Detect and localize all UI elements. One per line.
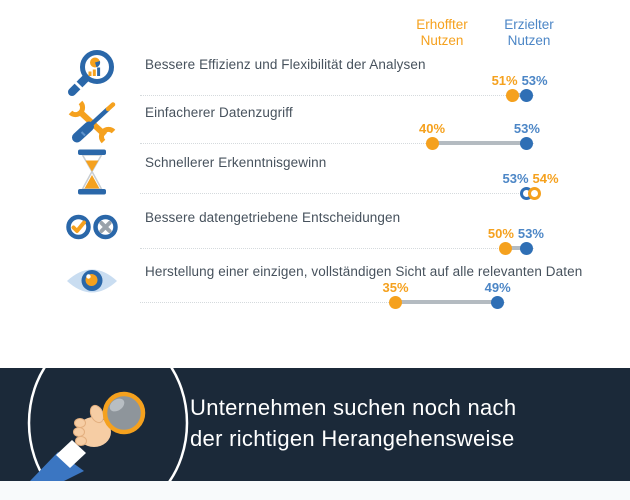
banner-text: Unternehmen suchen noch nach der richtig… xyxy=(190,392,516,454)
legend-expected-nutzen: Erhoffter Nutzen xyxy=(416,17,468,48)
benefit-label: Bessere Effizienz und Flexibilität der A… xyxy=(145,57,426,72)
scale-track xyxy=(140,193,542,194)
dumbbell-connector xyxy=(432,141,527,145)
footer-strip xyxy=(0,481,630,500)
expected-value-label: 51% xyxy=(491,73,518,88)
tools-icon xyxy=(62,96,122,148)
achieved-marker xyxy=(491,296,505,309)
benefit-label: Einfacherer Datenzugriff xyxy=(145,105,293,120)
magnifier-analytics-icon xyxy=(62,48,122,100)
expected-marker xyxy=(389,296,402,309)
bottom-banner: Unternehmen suchen noch nach der richtig… xyxy=(0,368,630,481)
achieved-value-label: 49% xyxy=(484,280,511,295)
scale-track xyxy=(140,143,534,144)
achieved-marker xyxy=(520,242,534,255)
check-cross-icon xyxy=(62,201,122,253)
benefit-label: Schnellerer Erkenntnisgewinn xyxy=(145,155,327,170)
achieved-marker xyxy=(520,137,534,150)
scale-track xyxy=(140,95,534,96)
dumbbell-connector xyxy=(395,300,498,304)
achieved-value-label: 53% xyxy=(521,73,548,88)
expected-marker xyxy=(425,137,439,150)
magnifier-hand-icon xyxy=(27,368,189,481)
expected-marker xyxy=(498,242,512,255)
benefit-label: Herstellung einer einzigen, vollständige… xyxy=(145,264,583,279)
expected-value-label: 40% xyxy=(418,121,446,136)
achieved-value-label: 53% xyxy=(513,121,540,136)
expected-marker xyxy=(505,89,519,102)
scale-track xyxy=(140,302,505,303)
achieved-value-label: 53% xyxy=(517,226,544,241)
scale-track xyxy=(140,248,534,249)
expected-value-label: 50% xyxy=(487,226,514,241)
dumbbell-connector xyxy=(512,93,527,97)
hourglass-icon xyxy=(62,146,122,198)
expected-value-label: 35% xyxy=(382,280,409,295)
achieved-value-label: 53% xyxy=(502,171,529,186)
expected-marker xyxy=(527,187,541,200)
banner-line-2: der richtigen Herangehensweise xyxy=(190,426,515,451)
dumbbell-connector xyxy=(505,246,527,250)
banner-line-1: Unternehmen suchen noch nach xyxy=(190,395,517,420)
expected-value-label: 54% xyxy=(532,171,559,186)
eye-icon xyxy=(62,255,122,307)
benefit-label: Bessere datengetriebene Entscheidungen xyxy=(145,210,401,225)
legend-achieved-nutzen: Erzielter Nutzen xyxy=(504,17,554,48)
achieved-marker xyxy=(520,89,534,102)
